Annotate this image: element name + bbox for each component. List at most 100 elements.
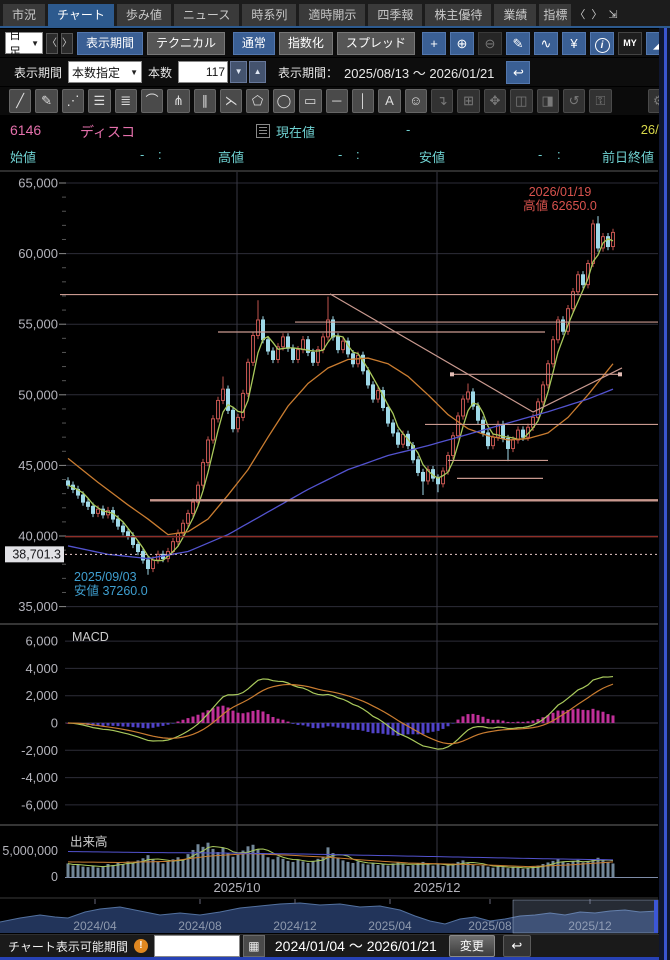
tab-1[interactable]: チャート	[48, 4, 114, 26]
period-toolbar: 表示期間 本数指定▼ 本数 ▼ ▲ 表示期間： 2025/08/13 ～ 202…	[0, 58, 670, 86]
rectangle-tool-icon[interactable]: ▭	[299, 89, 322, 113]
navigator-selection-handle[interactable]	[654, 900, 658, 933]
info-button[interactable]: i	[590, 31, 614, 55]
tabs-prev-icon[interactable]: 〈	[574, 9, 586, 21]
ma-long-line	[67, 388, 614, 560]
tab-6[interactable]: 四季報	[368, 4, 423, 26]
bar-count-input[interactable]	[178, 61, 229, 83]
tab-7[interactable]: 株主優待	[425, 4, 492, 26]
add-panel-button[interactable]: +	[422, 31, 446, 55]
pitchfork-tool-icon[interactable]: ⋋	[220, 89, 243, 113]
navigator-selection[interactable]	[512, 899, 659, 934]
technical-button[interactable]: テクニカル	[147, 31, 226, 55]
current-price-value: -	[406, 122, 411, 137]
vertical-segment-tool-icon[interactable]: │	[351, 89, 375, 113]
svg-text:0: 0	[51, 716, 58, 731]
svg-text:65,000: 65,000	[18, 176, 58, 191]
chevron-down-icon: ▼	[130, 67, 139, 77]
tab-2[interactable]: 歩み値	[116, 4, 171, 26]
main-grid: 65,000 60,000 55,000 50,000 45,000 40,000 35,0…	[18, 172, 658, 895]
display-period-button[interactable]: 表示期間	[77, 31, 144, 55]
high-value: -	[338, 147, 343, 162]
display-range-value: 2025/08/13 ～ 2026/01/21	[344, 65, 495, 81]
macd-label: MACD	[72, 630, 109, 644]
navigator-outline	[0, 902, 659, 925]
count-increment-button[interactable]: ▲	[249, 61, 267, 83]
prev-close-label: 38,701.3	[12, 547, 61, 561]
expand-window-icon[interactable]: ⇲	[608, 9, 618, 21]
fan-lines-tool-icon[interactable]: ⋔	[167, 89, 190, 113]
yen-axis-button[interactable]: ¥	[562, 31, 586, 55]
tabs-next-icon[interactable]: 〉	[591, 9, 603, 21]
reset-period-button[interactable]: ↩	[506, 60, 531, 84]
calendar-icon[interactable]: ▦	[242, 935, 265, 957]
count-decrement-button[interactable]: ▼	[230, 61, 248, 83]
pentagon-tool-icon[interactable]: ⬠	[246, 89, 269, 113]
tab-4[interactable]: 時系列	[242, 4, 297, 26]
tab-9[interactable]: 指標	[539, 4, 572, 26]
tab-3[interactable]: ニュース	[173, 4, 240, 26]
stock-code: 6146	[10, 122, 42, 138]
current-price-label: 現在値	[276, 125, 316, 140]
mode-spread-button[interactable]: スプレッド	[336, 31, 415, 55]
arc-tool-icon[interactable]: ⌒	[140, 89, 164, 113]
fibonacci-lines-tool-icon[interactable]: ≣	[114, 89, 137, 113]
lock-objects-tool-icon: ⚿	[589, 89, 612, 113]
svg-text:-6,000: -6,000	[21, 797, 58, 812]
tab-5[interactable]: 適時開示	[299, 4, 366, 26]
volume-panel: 5,000,000 0 出来高	[2, 827, 438, 884]
range-start-input[interactable]	[153, 935, 240, 957]
svg-text:-4,000: -4,000	[21, 770, 58, 785]
svg-text:2,000: 2,000	[25, 688, 58, 703]
pencil-tool-icon[interactable]: ✎	[35, 89, 58, 113]
text-tool-icon[interactable]: A	[378, 89, 401, 113]
icon-stamp-tool-icon[interactable]: ☺	[404, 89, 427, 113]
volume-label: 出来高	[70, 834, 108, 849]
zoom-out-button[interactable]: ⊖	[478, 31, 502, 55]
vertical-lines-tool-icon[interactable]: ∥	[193, 89, 216, 113]
interval-prev-button[interactable]: 〈	[46, 32, 58, 54]
navigator-date-label: 2024/12	[273, 919, 317, 933]
mode-indexed-button[interactable]: 指数化	[278, 31, 333, 55]
tab-0[interactable]: 市況	[3, 4, 46, 26]
bar-count-label: 本数	[148, 65, 173, 80]
macd-line	[67, 675, 614, 750]
period-mode-select[interactable]: 本数指定 ▼	[68, 61, 143, 83]
reset-range-button[interactable]: ↩	[502, 935, 531, 957]
change-range-button[interactable]: 変更	[448, 935, 495, 957]
prev-close-label-box	[5, 546, 64, 563]
open-value: -	[140, 147, 145, 162]
volume-ma-long	[67, 851, 614, 861]
navigator-date-label: 2025/12	[568, 919, 612, 933]
erase-object-tool-icon: ◫	[510, 89, 533, 113]
compare-chart-button[interactable]: ∿	[534, 31, 558, 55]
low-value: -	[538, 147, 543, 162]
quote-list-icon[interactable]	[256, 124, 270, 138]
ellipse-tool-icon[interactable]: ◯	[272, 89, 296, 113]
trendline-tool-icon[interactable]: ╱	[9, 89, 32, 113]
draw-mode-button[interactable]: ✎	[506, 31, 530, 55]
window-right-border	[659, 28, 670, 960]
move-object-tool-icon: ✥	[483, 89, 507, 113]
svg-text:55,000: 55,000	[18, 317, 58, 332]
mode-normal-button[interactable]: 通常	[232, 31, 275, 55]
high-label: 高値	[218, 150, 245, 165]
interval-next-button[interactable]: 〉	[61, 32, 73, 54]
chart-toolbar: 日足 ▼ 〈 〉 表示期間 テクニカル 通常 指数化 スプレッド + ⊕ ⊖ ✎ ∿ ¥ i MY ◢	[0, 28, 670, 59]
navigator-date-label: 2025/08	[468, 919, 512, 933]
available-range-value: 2024/01/04 ～ 2026/01/21	[274, 938, 437, 954]
horizontal-segment-tool-icon[interactable]: ─	[325, 89, 348, 113]
horizontal-lines-tool-icon[interactable]: ☰	[88, 89, 111, 113]
my-chart-button[interactable]: MY	[618, 31, 642, 55]
interval-select[interactable]: 日足 ▼	[5, 28, 43, 59]
tab-8[interactable]: 業績	[494, 4, 537, 26]
period-label: 表示期間	[14, 65, 63, 80]
svg-text:2025/12: 2025/12	[414, 880, 461, 895]
parallel-lines-tool-icon[interactable]: ⋰	[61, 89, 85, 113]
chevron-down-icon: ▼	[31, 38, 39, 48]
zoom-in-button[interactable]: ⊕	[450, 31, 474, 55]
navigator-date-label: 2024/04	[73, 919, 117, 933]
svg-text:60,000: 60,000	[18, 246, 58, 261]
